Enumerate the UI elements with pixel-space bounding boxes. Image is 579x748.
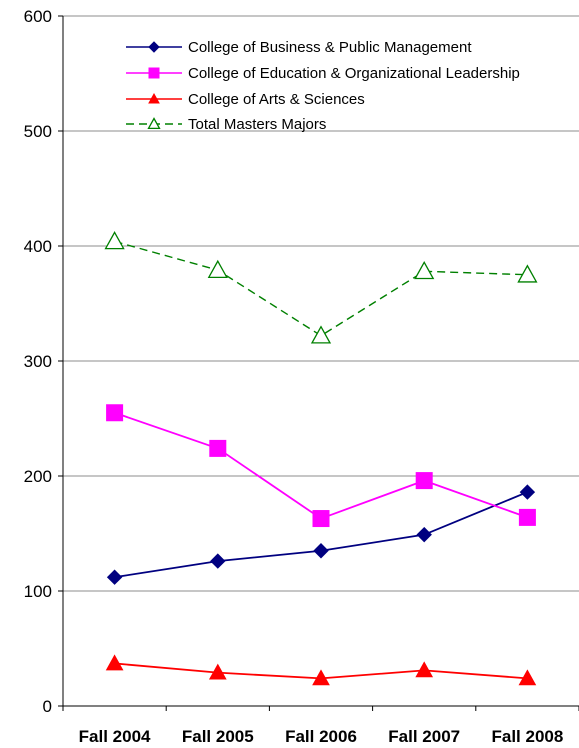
x-tick-label: Fall 2007	[388, 727, 460, 746]
data-point	[312, 510, 330, 528]
data-point	[310, 325, 332, 344]
series-line	[114, 491, 528, 579]
data-point	[313, 543, 329, 559]
y-tick-label: 500	[24, 122, 52, 141]
gridlines	[63, 15, 579, 592]
data-point	[208, 663, 227, 680]
x-tick-label: Fall 2005	[182, 727, 254, 746]
data-point	[106, 569, 123, 585]
series-3	[104, 231, 538, 344]
data-point	[207, 259, 228, 279]
x-tick-label: Fall 2004	[79, 727, 151, 746]
x-axis-ticks: Fall 2004 Fall 2005 Fall 2006 Fall 2007 Fall…	[62, 706, 579, 746]
data-point	[415, 472, 433, 490]
data-point	[518, 508, 536, 526]
data-point	[106, 404, 124, 422]
legend-marker	[148, 67, 160, 79]
legend-entry: College of Education & Organizational Le…	[126, 65, 520, 82]
data-point	[209, 439, 227, 457]
legend-entry: College of Arts & Sciences	[126, 91, 365, 108]
y-tick-label: 300	[24, 352, 52, 371]
legend-entry: Total Masters Majors	[126, 116, 326, 133]
series-line	[114, 411, 528, 520]
data-point	[414, 260, 435, 280]
x-tick-label: Fall 2006	[285, 727, 357, 746]
series-group	[104, 231, 538, 686]
y-tick-label: 200	[24, 467, 52, 486]
legend-label: College of Arts & Sciences	[188, 91, 365, 108]
data-point	[519, 484, 536, 500]
data-point	[415, 661, 434, 678]
legend-label: Total Masters Majors	[188, 116, 326, 133]
data-point	[210, 553, 226, 569]
series-1	[106, 404, 536, 528]
x-tick-label: Fall 2008	[491, 727, 563, 746]
y-tick-label: 600	[24, 7, 52, 26]
legend-marker	[148, 92, 160, 104]
data-point	[104, 231, 125, 250]
legend-marker	[148, 41, 160, 53]
legend-marker	[147, 117, 161, 130]
data-point	[517, 264, 538, 283]
legend: College of Business & Public Management C…	[126, 39, 520, 133]
y-tick-label: 0	[43, 697, 52, 716]
series-2	[105, 654, 537, 686]
legend-label: College of Education & Organizational Le…	[188, 65, 520, 82]
legend-label: College of Business & Public Management	[188, 39, 472, 56]
series-line	[114, 240, 528, 337]
y-axis-ticks: 0 100 200 300 400 500 600	[24, 7, 63, 716]
data-point	[312, 669, 330, 686]
legend-entry: College of Business & Public Management	[126, 39, 472, 56]
series-0	[106, 484, 536, 585]
y-tick-label: 100	[24, 582, 52, 601]
data-point	[105, 654, 124, 671]
data-point	[416, 526, 432, 543]
y-tick-label: 400	[24, 237, 52, 256]
data-point	[518, 669, 537, 686]
